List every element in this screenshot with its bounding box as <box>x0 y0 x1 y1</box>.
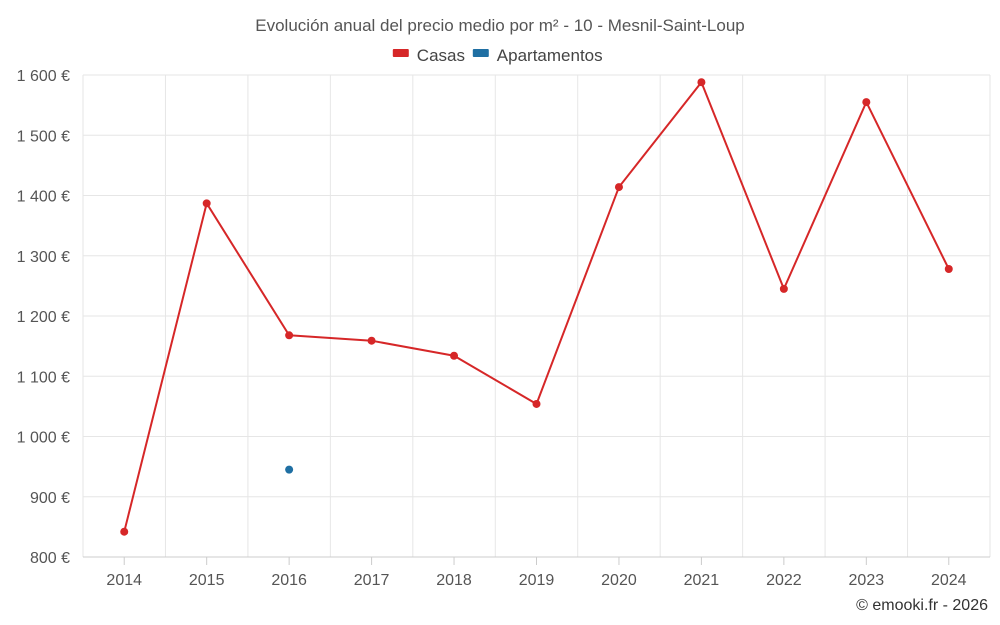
x-axis-ticks: 2014 2015 2016 2017 2018 2019 2020 2021 2022 2023… <box>106 557 967 589</box>
x-tick-label: 2020 <box>601 572 637 589</box>
x-tick-label: 2015 <box>189 572 225 589</box>
y-axis-ticks: 800 € 900 € 1 000 € 1 100 € 1 200 € 1 300 € 1 … <box>17 68 70 567</box>
data-point[interactable] <box>450 351 459 360</box>
x-tick-label: 2024 <box>931 572 967 589</box>
legend-label: Apartamentos <box>497 46 603 65</box>
y-tick-label: 1 100 € <box>17 369 70 386</box>
x-tick-label: 2022 <box>766 572 802 589</box>
x-tick-label: 2019 <box>519 572 555 589</box>
legend-swatch <box>392 49 409 57</box>
credit-text: © emooki.fr - 2026 <box>856 597 988 614</box>
series-casas <box>120 78 953 536</box>
data-point[interactable] <box>532 399 541 408</box>
data-point[interactable] <box>614 183 623 192</box>
legend-item-apartamentos[interactable]: Apartamentos <box>472 46 603 65</box>
y-tick-label: 1 200 € <box>17 309 70 326</box>
x-tick-label: 2023 <box>849 572 885 589</box>
data-point[interactable] <box>202 199 211 208</box>
data-point[interactable] <box>285 465 294 474</box>
x-tick-label: 2014 <box>106 572 142 589</box>
data-point[interactable] <box>120 527 129 536</box>
y-tick-label: 900 € <box>30 490 70 507</box>
data-point[interactable] <box>285 331 294 340</box>
y-tick-label: 800 € <box>30 550 70 567</box>
legend-label: Casas <box>417 46 465 65</box>
y-tick-label: 1 400 € <box>17 189 70 206</box>
y-tick-label: 1 500 € <box>17 128 70 145</box>
chart-title: Evolución anual del precio medio por m² … <box>255 16 744 35</box>
data-point[interactable] <box>367 336 376 345</box>
y-tick-label: 1 300 € <box>17 249 70 266</box>
data-point[interactable] <box>862 98 871 107</box>
y-tick-label: 1 600 € <box>17 68 70 85</box>
x-tick-label: 2018 <box>436 572 472 589</box>
legend-item-casas[interactable]: Casas <box>392 46 465 65</box>
series-apartamentos <box>285 465 294 474</box>
data-point[interactable] <box>944 265 953 274</box>
y-gridlines <box>83 74 990 558</box>
x-tick-label: 2021 <box>684 572 720 589</box>
legend-swatch <box>472 49 489 57</box>
data-point[interactable] <box>697 78 706 87</box>
x-tick-label: 2017 <box>354 572 390 589</box>
y-tick-label: 1 000 € <box>17 430 70 447</box>
series-layer <box>120 78 953 536</box>
x-tick-label: 2016 <box>271 572 307 589</box>
legend[interactable]: Casas Apartamentos <box>392 46 603 65</box>
data-point[interactable] <box>779 284 788 293</box>
